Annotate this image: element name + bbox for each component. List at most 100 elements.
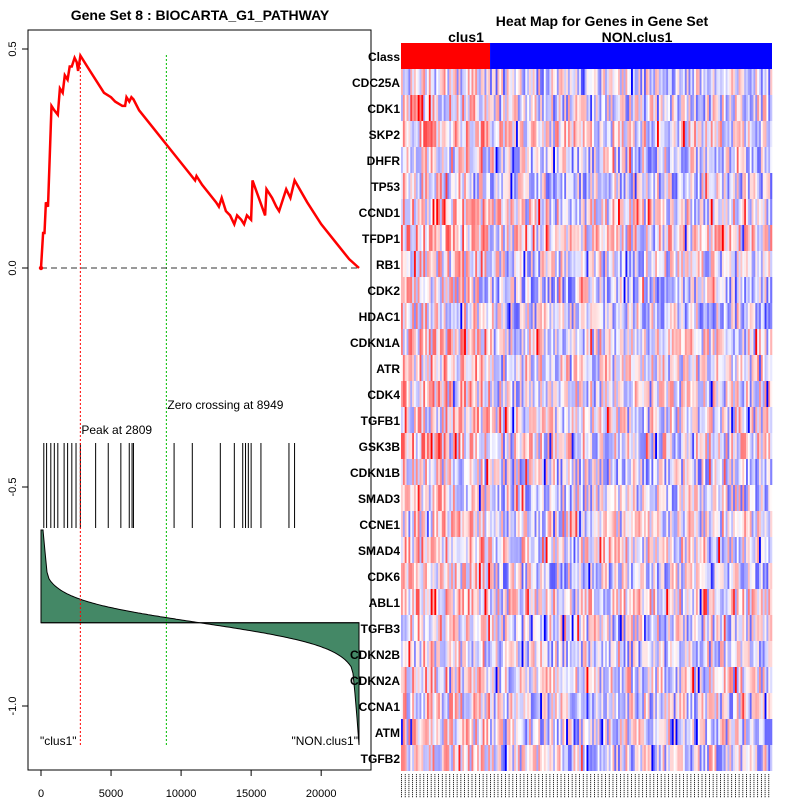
heatmap-cell [699, 459, 702, 485]
heatmap-cell [729, 667, 732, 693]
heatmap-cell [636, 641, 639, 667]
heatmap-cell [738, 563, 741, 589]
heatmap-cell [734, 641, 738, 667]
heatmap-cell [508, 173, 511, 199]
heatmap-cell [567, 251, 571, 277]
heatmap-cell [681, 381, 684, 407]
heatmap-cell [720, 69, 723, 95]
heatmap-cell [744, 303, 747, 329]
heatmap-cell [508, 303, 511, 329]
heatmap-cell [662, 563, 665, 589]
heatmap-cell [413, 693, 417, 719]
heatmap-cell [567, 95, 571, 121]
heatmap-cell [684, 589, 687, 615]
heatmap-cell [664, 485, 667, 511]
heatmap-cell [601, 485, 604, 511]
heatmap-cell [506, 173, 509, 199]
heatmap-cell [671, 95, 674, 121]
heatmap-cell [451, 407, 454, 433]
heatmap-cell [503, 277, 506, 303]
heatmap-cell [566, 563, 569, 589]
heatmap-cell [454, 147, 457, 173]
heatmap-cell [668, 69, 671, 95]
heatmap-cell [707, 303, 710, 329]
heatmap-cell [733, 641, 736, 667]
heatmap-cell [545, 355, 548, 381]
heatmap-cell [623, 173, 626, 199]
heatmap-cell [766, 121, 769, 147]
heatmap-cell [556, 69, 559, 95]
heatmap-cell [727, 303, 730, 329]
heatmap-cell [740, 667, 743, 693]
heatmap-cell [541, 173, 545, 199]
heatmap-cell [543, 355, 546, 381]
heatmap-cell [401, 69, 404, 95]
heatmap-cell [742, 329, 745, 355]
heatmap-cell [703, 95, 706, 121]
heatmap-cell [408, 693, 411, 719]
heatmap-cell [601, 69, 604, 95]
heatmap-cell [447, 69, 450, 95]
heatmap-cell [491, 485, 495, 511]
heatmap-cell [640, 667, 643, 693]
heatmap-cell [694, 615, 697, 641]
heatmap-cell [725, 355, 728, 381]
heatmap-cell [597, 511, 600, 537]
heatmap-cell [538, 199, 541, 225]
heatmap-cell [677, 537, 680, 563]
heatmap-cell [742, 459, 745, 485]
heatmap-cell [517, 641, 521, 667]
heatmap-cell [760, 407, 764, 433]
x-tick-label: 0 [38, 788, 44, 800]
heatmap-cell [458, 563, 461, 589]
heatmap-cell [733, 615, 736, 641]
heatmap-cell [490, 173, 493, 199]
heatmap-cell [519, 407, 522, 433]
heatmap-cell [504, 251, 508, 277]
heatmap-cell [519, 537, 522, 563]
heatmap-cell [627, 485, 630, 511]
heatmap-cell [656, 173, 660, 199]
heatmap-cell [449, 251, 452, 277]
heatmap-cell [729, 199, 732, 225]
heatmap-cell [716, 459, 719, 485]
heatmap-cell [499, 433, 502, 459]
heatmap-cell [521, 121, 524, 147]
heatmap-cell [727, 173, 730, 199]
heatmap-cell [612, 667, 615, 693]
heatmap-cell [480, 459, 483, 485]
heatmap-cell [562, 589, 565, 615]
heatmap-cell [525, 589, 528, 615]
heatmap-cell [510, 69, 513, 95]
heatmap-cell [545, 381, 548, 407]
heatmap-cell [402, 641, 406, 667]
heatmap-cell [610, 381, 613, 407]
heatmap-cell [532, 433, 535, 459]
heatmap-cell [707, 329, 710, 355]
heatmap-cell [404, 173, 407, 199]
heatmap-cell [731, 173, 734, 199]
heatmap-cell [640, 329, 643, 355]
heatmap-cell [656, 407, 660, 433]
heatmap-cell [402, 69, 406, 95]
heatmap-cell [580, 199, 584, 225]
heatmap-cell [445, 69, 448, 95]
heatmap-cell [412, 303, 415, 329]
heatmap-cell [445, 537, 448, 563]
heatmap-cell [725, 381, 728, 407]
heatmap-cell [575, 303, 578, 329]
heatmap-row [401, 329, 773, 355]
heatmap-cell [423, 199, 426, 225]
heatmap-cell [426, 641, 430, 667]
heatmap-cell [499, 589, 502, 615]
heatmap-cell [705, 563, 708, 589]
heatmap-cell [727, 199, 730, 225]
heatmap-cell [740, 511, 743, 537]
heatmap-cell [488, 563, 491, 589]
heatmap-cell [408, 199, 411, 225]
heatmap-cell [675, 407, 678, 433]
heatmap-cell [720, 485, 723, 511]
heatmap-cell [610, 199, 613, 225]
heatmap-cell [662, 199, 665, 225]
heatmap-cell [449, 563, 452, 589]
